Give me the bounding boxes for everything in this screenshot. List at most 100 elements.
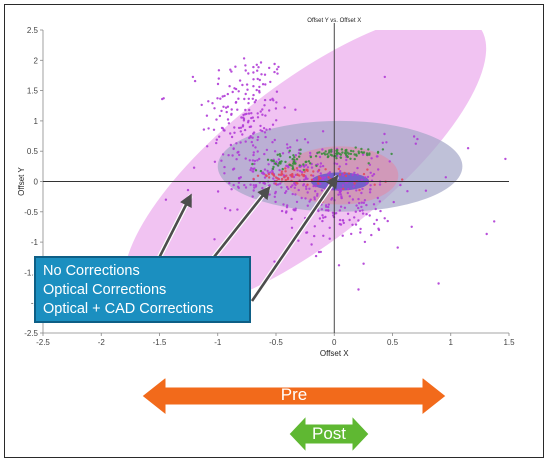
- point: [310, 178, 314, 181]
- point: [343, 171, 346, 175]
- point: [256, 77, 259, 81]
- point: [251, 116, 254, 119]
- point: [399, 183, 402, 187]
- point: [290, 217, 293, 221]
- y-tick-label: 0: [34, 178, 39, 187]
- point: [316, 151, 319, 154]
- point: [328, 149, 331, 152]
- point: [316, 192, 319, 196]
- point: [361, 209, 364, 212]
- point: [301, 173, 304, 176]
- point: [359, 227, 362, 231]
- point: [223, 129, 226, 132]
- point: [272, 99, 275, 102]
- point: [357, 206, 360, 210]
- point: [294, 193, 297, 196]
- point: [261, 113, 264, 116]
- point: [324, 215, 327, 219]
- point: [392, 200, 395, 204]
- y-tick-label: 2: [34, 56, 39, 65]
- point: [329, 177, 332, 181]
- point: [327, 205, 330, 209]
- point: [228, 182, 231, 185]
- point: [235, 158, 238, 161]
- point: [347, 172, 351, 175]
- point: [258, 91, 261, 94]
- point: [388, 160, 391, 163]
- point: [223, 172, 226, 175]
- point: [275, 119, 278, 122]
- point: [299, 148, 302, 151]
- point: [246, 121, 250, 124]
- point: [328, 171, 332, 174]
- point: [220, 109, 223, 113]
- point: [337, 264, 341, 267]
- point: [256, 150, 259, 153]
- point: [360, 191, 363, 195]
- point: [289, 185, 293, 189]
- point: [322, 234, 325, 237]
- point: [252, 78, 255, 81]
- point: [365, 203, 368, 207]
- point: [258, 85, 261, 89]
- point: [358, 188, 361, 192]
- point: [305, 187, 308, 191]
- point: [314, 155, 318, 158]
- point: [216, 97, 219, 100]
- point: [364, 176, 367, 179]
- point: [252, 177, 255, 181]
- point: [237, 150, 240, 154]
- point: [207, 100, 210, 103]
- point: [244, 69, 247, 72]
- point: [401, 178, 404, 181]
- point: [304, 163, 308, 167]
- point: [258, 78, 261, 82]
- point: [276, 153, 279, 156]
- point: [238, 79, 242, 82]
- legend-item-no-corrections: No Corrections: [43, 263, 140, 279]
- point: [280, 186, 283, 189]
- point: [229, 143, 233, 147]
- point: [328, 237, 331, 240]
- point: [321, 219, 324, 223]
- point: [273, 138, 276, 142]
- point: [373, 222, 376, 226]
- point: [230, 70, 233, 73]
- point: [390, 152, 393, 156]
- point: [312, 170, 315, 173]
- point: [237, 97, 240, 100]
- point: [383, 217, 386, 220]
- point: [221, 127, 225, 130]
- point: [236, 108, 239, 111]
- point: [205, 114, 209, 117]
- point: [230, 188, 233, 191]
- point: [346, 191, 349, 195]
- point: [294, 162, 297, 165]
- point: [272, 160, 275, 163]
- point: [327, 176, 330, 179]
- point: [256, 159, 259, 162]
- point: [354, 210, 357, 213]
- point: [261, 83, 265, 86]
- point: [313, 198, 316, 201]
- point: [319, 250, 322, 254]
- point: [232, 147, 235, 151]
- y-tick-label: -1: [31, 238, 39, 247]
- point: [381, 141, 384, 144]
- point: [275, 68, 279, 71]
- point: [304, 197, 307, 200]
- point: [303, 170, 306, 173]
- point: [294, 154, 298, 157]
- point: [374, 207, 377, 211]
- point: [251, 162, 254, 166]
- point: [245, 83, 249, 86]
- point: [317, 169, 321, 172]
- point: [263, 104, 266, 107]
- point: [244, 64, 247, 67]
- point: [231, 90, 234, 94]
- point: [274, 182, 277, 185]
- point: [327, 151, 331, 154]
- point: [268, 66, 271, 70]
- point: [302, 163, 305, 166]
- point: [279, 182, 282, 185]
